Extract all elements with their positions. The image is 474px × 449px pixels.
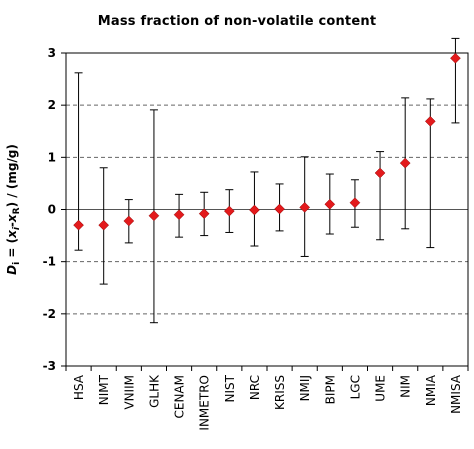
x-tick-label: UME [374,375,388,402]
y-tick-label: -1 [43,255,56,269]
y-tick-label: 0 [48,203,56,217]
data-point [274,203,285,215]
chart-title: Mass fraction of non-volatile content [97,14,377,29]
x-tick-label: NMISA [449,374,463,414]
ylabel-minus: - [5,222,19,227]
data-series [73,37,461,324]
data-point [198,208,210,220]
gridlines [66,104,468,315]
y-tick-label: 2 [48,98,56,112]
data-point [73,219,84,231]
data-point [249,204,260,216]
data-point [223,205,235,217]
data-point [399,157,411,169]
x-tick-label: NMIA [424,374,438,406]
x-tick-label: HSA [72,374,86,400]
ylabel-x2-sub: R [12,207,22,214]
x-tick-label: CENAM [173,375,187,419]
data-point [324,198,336,210]
data-point [349,197,361,209]
y-tick-label: 1 [48,150,56,164]
ylabel-d-sub: i [12,262,22,265]
y-tick-label: -2 [43,307,56,321]
ylabel-x-sub: i [12,226,22,230]
data-point [123,215,135,227]
x-tick-label: NRC [248,375,262,400]
x-tick-label: BIPM [323,375,337,404]
x-tick-label: NIMT [97,374,111,405]
x-tick-label: INMETRO [198,375,212,431]
x-tick-label: NIST [223,374,237,402]
y-axis-ticks: -3 -2 -1 0 1 2 3 [43,46,66,373]
x-axis-ticks: HSA NIMT VNIIM GLHK CENAM INMETRO NIST NRC KRISS… [65,366,469,431]
data-point [374,167,386,179]
x-tick-label: KRISS [273,375,287,410]
x-tick-label: NIM [399,375,413,398]
data-point [450,52,461,64]
data-point [299,202,311,213]
data-point [424,115,436,127]
ylabel-rest: ) / (mg/g) [5,144,19,207]
y-tick-label: 3 [48,46,56,60]
x-tick-label: LGC [348,375,362,399]
data-point [98,219,110,231]
x-tick-label: GLHK [147,374,161,408]
x-tick-label: VNIIM [122,375,136,410]
x-tick-label: NMIJ [298,375,312,401]
ylabel-d: D [5,265,19,275]
ylabel-x2: x [5,213,19,223]
y-axis-label: Di = (xi-xR) / (mg/g) [5,144,22,275]
ylabel-x: x [5,229,19,239]
data-point [148,210,160,222]
data-point [173,209,185,221]
y-tick-label: -3 [43,359,56,373]
ylabel-eq: = ( [5,238,19,262]
